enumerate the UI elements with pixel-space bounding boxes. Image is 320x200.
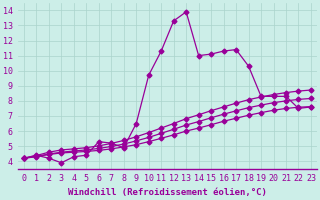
X-axis label: Windchill (Refroidissement éolien,°C): Windchill (Refroidissement éolien,°C): [68, 188, 267, 197]
